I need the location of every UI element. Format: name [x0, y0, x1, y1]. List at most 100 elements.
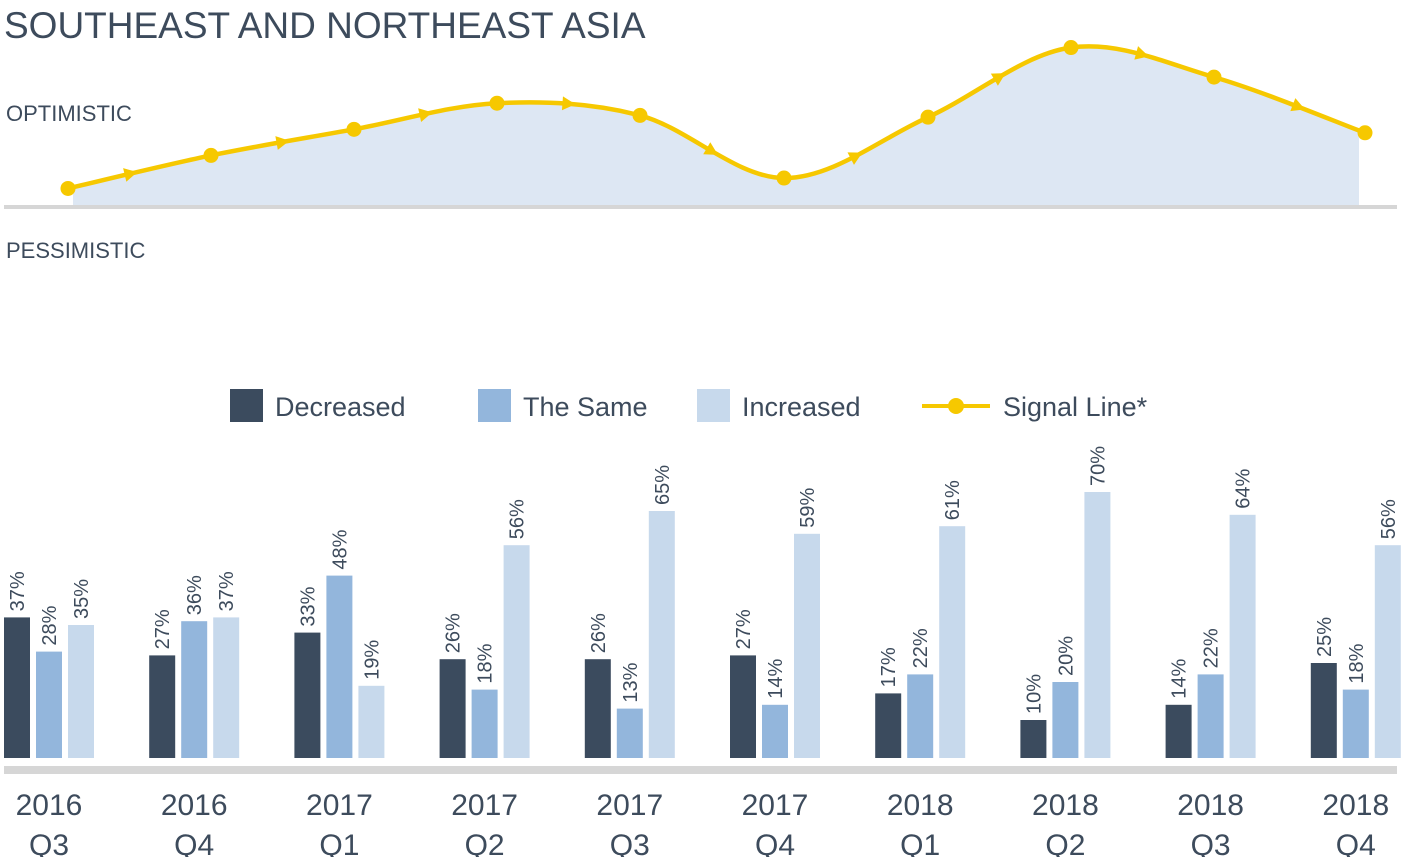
bar-value-label: 48% [329, 529, 351, 569]
x-tick-year: 2016 [16, 789, 83, 822]
signal-point-7 [1063, 40, 1079, 56]
bar-value-label: 28% [39, 605, 61, 645]
bar-value-label: 56% [1378, 499, 1400, 539]
bar-value-label: 13% [620, 662, 642, 702]
bar-increased-7 [1084, 492, 1111, 758]
bar-decreased-7 [1020, 720, 1047, 758]
bar-value-label: 37% [7, 571, 29, 611]
bar-decreased-1 [149, 655, 176, 758]
x-tick-quarter: Q4 [174, 829, 214, 857]
bar-value-label: 18% [475, 643, 497, 683]
signal-point-8 [1206, 69, 1222, 85]
bar-the-same-6 [907, 674, 934, 758]
signal-point-2 [346, 121, 362, 137]
signal-point-9 [1357, 125, 1373, 141]
x-tick-quarter: Q2 [465, 829, 505, 857]
bar-baseline [4, 766, 1397, 774]
bar-the-same-4 [616, 708, 643, 758]
bar-the-same-5 [762, 704, 788, 758]
x-tick-quarter: Q2 [1045, 829, 1085, 857]
x-tick-year: 2017 [742, 789, 809, 822]
bar-value-label: 59% [797, 488, 819, 528]
bar-value-label: 35% [71, 579, 93, 619]
x-tick-quarter: Q3 [29, 829, 69, 857]
bar-value-label: 25% [1314, 617, 1336, 657]
x-tick-quarter: Q1 [319, 829, 359, 857]
signal-line-chart [60, 40, 1373, 207]
bar-increased-6 [939, 526, 966, 758]
x-tick-year: 2018 [1322, 789, 1389, 822]
chart-title: SOUTHEAST AND NORTHEAST ASIA [4, 5, 646, 46]
bar-value-label: 70% [1087, 446, 1109, 486]
bar-value-label: 33% [297, 586, 319, 626]
x-tick-year: 2018 [1032, 789, 1099, 822]
bar-the-same-1 [181, 621, 208, 758]
signal-arrow [1290, 98, 1305, 112]
bar-value-label: 64% [1233, 469, 1255, 509]
bar-value-label: 26% [443, 613, 465, 653]
signal-area-fill [73, 46, 1359, 207]
signal-arrow [123, 168, 138, 182]
signal-point-6 [920, 109, 936, 125]
signal-arrow [418, 108, 433, 122]
x-axis-labels: 2016 Q3 2016 Q4 2017 Q1 2017 Q2 2017 Q3 2017 Q4 2018… [16, 789, 1390, 857]
bar-value-label: 18% [1346, 643, 1368, 683]
legend-label: The Same [523, 392, 648, 422]
bar-decreased-8 [1165, 704, 1192, 758]
bar-value-label: 17% [878, 647, 900, 687]
bar-increased-3 [503, 545, 530, 758]
legend-label: Decreased [275, 392, 406, 422]
legend-signal-dot [948, 398, 964, 414]
bar-value-label: 14% [1169, 659, 1191, 699]
bar-increased-5 [794, 533, 820, 758]
bar-decreased-2 [294, 632, 321, 758]
bar-the-same-7 [1052, 682, 1079, 758]
bar-value-label: 36% [184, 575, 206, 615]
x-tick-year: 2016 [161, 789, 228, 822]
x-tick-year: 2018 [1177, 789, 1244, 822]
legend-swatch [697, 389, 730, 422]
bar-value-label: 61% [942, 480, 964, 520]
bar-value-label: 37% [216, 571, 238, 611]
bar-increased-4 [648, 511, 675, 758]
bar-the-same-3 [471, 689, 498, 758]
bar-value-label: 26% [588, 613, 610, 653]
legend-swatch [230, 389, 263, 422]
signal-arrow [847, 152, 863, 165]
signal-arrow [275, 136, 290, 150]
legend: Decreased The Same Increased Signal Line* [230, 389, 1148, 422]
bar-value-label: 10% [1023, 674, 1045, 714]
bar-increased-0 [68, 625, 94, 758]
signal-point-1 [203, 147, 219, 163]
signal-arrow [1134, 46, 1149, 60]
x-tick-quarter: Q3 [610, 829, 650, 857]
legend-label: Signal Line* [1003, 392, 1148, 422]
signal-arrow [703, 142, 718, 155]
signal-optimistic-label: OPTIMISTIC [6, 101, 132, 126]
bar-decreased-0 [4, 617, 30, 758]
bar-decreased-6 [875, 693, 902, 758]
signal-point-5 [776, 170, 792, 186]
x-tick-quarter: Q4 [755, 829, 795, 857]
bar-value-label: 27% [152, 609, 174, 649]
x-tick-year: 2017 [451, 789, 518, 822]
bar-decreased-3 [439, 659, 466, 758]
bar-decreased-4 [584, 659, 611, 758]
signal-point-4 [632, 107, 648, 123]
x-tick-year: 2018 [887, 789, 954, 822]
bar-value-label: 22% [1201, 628, 1223, 668]
bar-value-label: 19% [361, 640, 383, 680]
bar-value-label: 65% [652, 465, 674, 505]
x-tick-quarter: Q4 [1336, 829, 1376, 857]
bar-increased-1 [213, 617, 240, 758]
signal-baseline [4, 205, 1397, 209]
signal-pessimistic-label: PESSIMISTIC [6, 238, 145, 263]
bar-value-label: 27% [733, 609, 755, 649]
bar-value-label: 14% [765, 659, 787, 699]
bar-decreased-9 [1310, 663, 1337, 758]
bar-value-label: 20% [1055, 636, 1077, 676]
bar-value-label: 22% [910, 628, 932, 668]
legend-swatch [478, 389, 511, 422]
bar-value-label: 56% [507, 499, 529, 539]
